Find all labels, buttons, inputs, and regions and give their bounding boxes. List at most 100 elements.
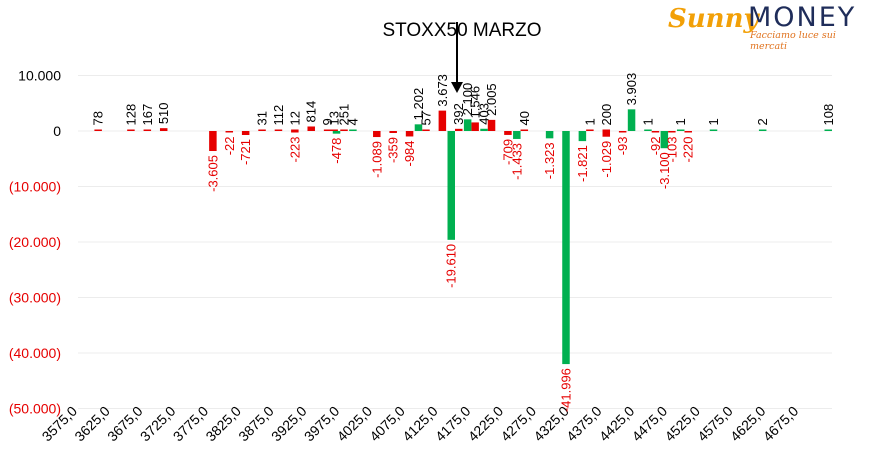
data-label: 3.903 [624, 73, 639, 106]
bar [586, 129, 594, 131]
data-label: 1 [706, 118, 721, 125]
bar [602, 131, 611, 137]
logo-tagline: Facciamo luce sui mercati [750, 30, 836, 52]
bar [545, 131, 554, 139]
y-tick-label: 10.000 [18, 68, 61, 84]
data-label: 3.673 [435, 74, 450, 107]
data-label: -223 [287, 137, 302, 163]
bar [209, 131, 217, 152]
bar [480, 128, 488, 131]
bar [513, 131, 521, 139]
bar [373, 131, 381, 138]
data-label: -19.610 [444, 244, 459, 288]
y-axis: 10.000 0 (10.000) (20.000) (30.000) (40.000) (… [9, 68, 61, 417]
bar [438, 110, 447, 131]
bar [414, 124, 423, 131]
annotation-arrow [451, 22, 463, 93]
data-label: -1.821 [575, 145, 590, 182]
bar [323, 129, 332, 131]
logo: Sunny MONEY Facciamo luce sui mercati [668, 2, 868, 52]
bar [332, 131, 341, 134]
data-label: 403 [477, 103, 492, 125]
bar [578, 131, 587, 142]
data-label: 78 [91, 111, 106, 125]
data-label: 13 [327, 111, 342, 125]
data-label: 510 [156, 102, 171, 124]
data-label: 9 [320, 118, 335, 125]
data-label: 31 [255, 111, 270, 125]
data-label: 112 [271, 105, 286, 126]
data-label: -41.996 [558, 368, 573, 412]
data-label: -709 [500, 139, 515, 165]
y-tick-label: (40.000) [9, 345, 61, 361]
data-label: 1.202 [411, 88, 426, 121]
bar [758, 129, 767, 131]
bar [504, 131, 512, 135]
bar [520, 129, 529, 131]
bar [602, 129, 611, 131]
data-label: 200 [599, 104, 614, 126]
data-label: 1 [673, 118, 688, 125]
bar [274, 129, 283, 131]
chart-title: STOXX50 MARZO [382, 20, 541, 41]
bar [143, 129, 152, 131]
bar [291, 131, 299, 133]
bar [340, 129, 348, 131]
data-label: 40 [517, 111, 532, 125]
data-label: 392 [451, 103, 466, 125]
bar [307, 126, 315, 131]
bar [471, 122, 479, 131]
bar [241, 131, 250, 136]
bar [562, 131, 570, 365]
bar [330, 129, 338, 131]
data-label: 251 [337, 104, 352, 126]
bar [225, 131, 234, 133]
data-label: -478 [329, 138, 344, 164]
data-label: -359 [386, 137, 401, 163]
y-tick-label: (10.000) [9, 179, 61, 195]
bar [463, 119, 472, 131]
data-label: -103 [664, 137, 679, 163]
bar [127, 129, 135, 131]
data-label: 1.546 [468, 86, 483, 119]
data-label: 128 [123, 104, 138, 126]
bar [405, 131, 414, 137]
bar [644, 129, 652, 131]
bar [94, 129, 102, 131]
y-tick-label: 0 [53, 123, 61, 139]
data-label: 2 [755, 118, 770, 125]
bar [159, 128, 168, 131]
bar [660, 131, 669, 149]
data-label: -1.433 [509, 143, 524, 180]
data-label: 2.100 [460, 83, 475, 116]
data-label: -721 [238, 139, 253, 165]
bar [618, 131, 627, 133]
logo-brand-sunny: Sunny [668, 4, 759, 34]
data-label: -93 [615, 137, 630, 156]
data-label: 4 [345, 118, 360, 125]
data-label: 1 [582, 118, 597, 125]
data-label: 814 [304, 101, 319, 123]
bar [668, 131, 676, 133]
bar [709, 129, 718, 131]
data-label: -1.029 [599, 141, 614, 178]
bar [455, 128, 463, 131]
bar [447, 131, 455, 240]
bar [627, 109, 636, 131]
bars [94, 109, 832, 365]
bar [349, 129, 357, 131]
data-label: -1.089 [369, 141, 384, 178]
data-label: -1.323 [542, 142, 557, 179]
bar [389, 131, 397, 133]
data-label: -3.100 [657, 152, 672, 189]
y-tick-label: (50.000) [9, 401, 61, 417]
data-label: 2.005 [484, 83, 499, 116]
data-label: -984 [402, 140, 417, 166]
bar [684, 131, 692, 133]
data-label: 167 [140, 104, 155, 126]
bar [422, 129, 430, 131]
data-label: 57 [418, 111, 433, 125]
bar [676, 129, 685, 131]
